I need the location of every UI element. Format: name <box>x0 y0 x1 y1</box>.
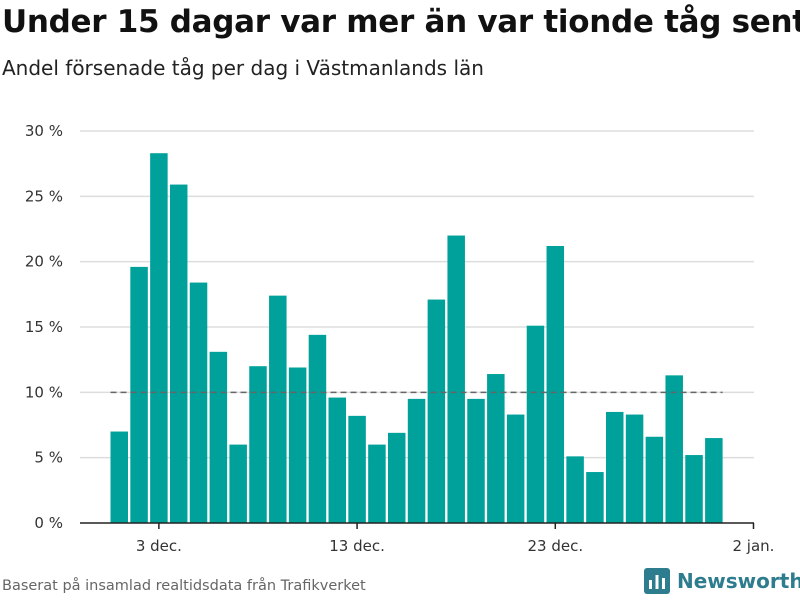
bar <box>110 431 128 523</box>
y-tick-label: 30 % <box>25 122 63 140</box>
bar <box>685 455 703 523</box>
bar <box>586 472 604 523</box>
chart-title: Under 15 dagar var mer än var tionde tåg… <box>2 4 800 40</box>
bar <box>150 153 168 524</box>
bar <box>249 366 267 523</box>
bar-chart-icon <box>644 568 670 594</box>
y-tick-label: 15 % <box>25 318 63 336</box>
bar <box>308 334 327 523</box>
bar <box>328 397 347 523</box>
x-axis: 3 dec. 13 dec. 23 dec. 2 jan. <box>80 522 775 555</box>
y-tick-label: 10 % <box>25 383 63 401</box>
x-tick-label: 2 jan. <box>733 537 775 555</box>
bar <box>487 374 505 523</box>
bar <box>407 398 426 523</box>
bar <box>526 325 545 523</box>
y-tick-label: 0 % <box>34 514 63 532</box>
bar <box>130 266 148 523</box>
bar <box>506 414 525 523</box>
x-tick-label: 13 dec. <box>329 537 385 555</box>
bar <box>209 351 228 523</box>
bar <box>189 282 208 523</box>
brand-logo: Newsworthy <box>644 568 800 594</box>
bar <box>645 436 664 523</box>
bar <box>705 438 723 523</box>
bar <box>387 432 406 523</box>
x-tick-label: 23 dec. <box>527 537 583 555</box>
bar <box>427 299 446 523</box>
bar <box>348 415 366 523</box>
bar <box>546 245 565 523</box>
y-tick-label: 5 % <box>34 449 63 467</box>
bar <box>625 414 644 523</box>
y-tick-label: 25 % <box>25 187 63 205</box>
bar <box>368 444 386 523</box>
bar <box>269 295 287 523</box>
y-axis-labels: 0 % 5 % 10 % 15 % 20 % 25 % 30 % <box>25 122 63 532</box>
chart-subtitle: Andel försenade tåg per dag i Västmanlan… <box>2 56 484 80</box>
bar <box>447 235 465 524</box>
bars <box>110 153 723 524</box>
bar <box>288 367 307 523</box>
bar <box>665 375 683 523</box>
bar <box>229 444 247 523</box>
brand-name: Newsworthy <box>677 569 800 593</box>
bar <box>467 398 485 523</box>
x-tick-label: 3 dec. <box>136 537 182 555</box>
bar <box>606 411 624 523</box>
source-note: Baserat på insamlad realtidsdata från Tr… <box>2 578 366 594</box>
bar <box>566 456 584 523</box>
y-tick-label: 20 % <box>25 253 63 271</box>
bar <box>169 184 188 523</box>
